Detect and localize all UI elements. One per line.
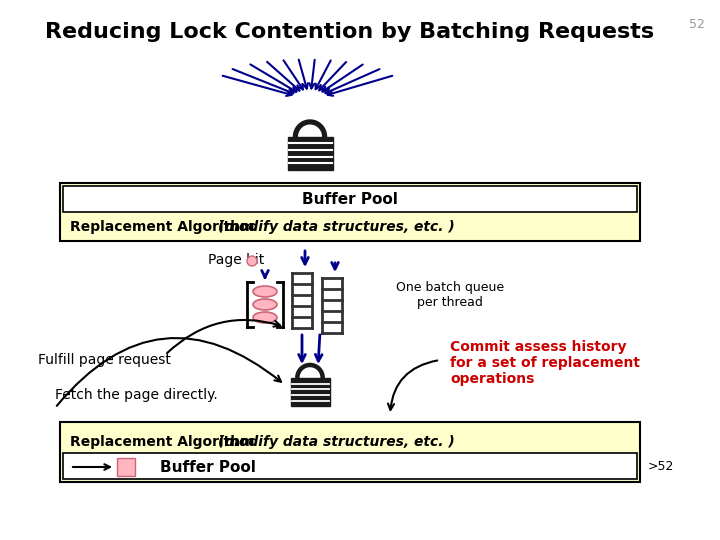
Text: Fulfill page request: Fulfill page request	[38, 353, 171, 367]
Text: Replacement Algorithm: Replacement Algorithm	[70, 220, 259, 234]
FancyBboxPatch shape	[60, 422, 640, 482]
Text: Buffer Pool: Buffer Pool	[160, 460, 256, 475]
Ellipse shape	[247, 256, 257, 266]
Text: 52: 52	[689, 18, 705, 31]
FancyBboxPatch shape	[63, 186, 637, 212]
Text: (modify data structures, etc. ): (modify data structures, etc. )	[218, 435, 455, 449]
Text: One batch queue
per thread: One batch queue per thread	[396, 281, 504, 309]
FancyBboxPatch shape	[287, 137, 333, 170]
FancyBboxPatch shape	[290, 378, 330, 407]
Ellipse shape	[253, 299, 277, 310]
FancyBboxPatch shape	[117, 458, 135, 476]
Ellipse shape	[253, 312, 277, 323]
Text: Buffer Pool: Buffer Pool	[302, 192, 398, 206]
FancyBboxPatch shape	[63, 453, 637, 479]
Text: (modify data structures, etc. ): (modify data structures, etc. )	[218, 220, 455, 234]
Text: >52: >52	[648, 461, 675, 474]
Ellipse shape	[253, 286, 277, 297]
Text: Replacement Algorithm: Replacement Algorithm	[70, 435, 259, 449]
Text: Commit assess history
for a set of replacement
operations: Commit assess history for a set of repla…	[450, 340, 640, 387]
FancyBboxPatch shape	[60, 183, 640, 241]
Text: Reducing Lock Contention by Batching Requests: Reducing Lock Contention by Batching Req…	[45, 22, 654, 42]
Text: Fetch the page directly.: Fetch the page directly.	[55, 388, 217, 402]
Text: Page hit: Page hit	[208, 253, 264, 267]
